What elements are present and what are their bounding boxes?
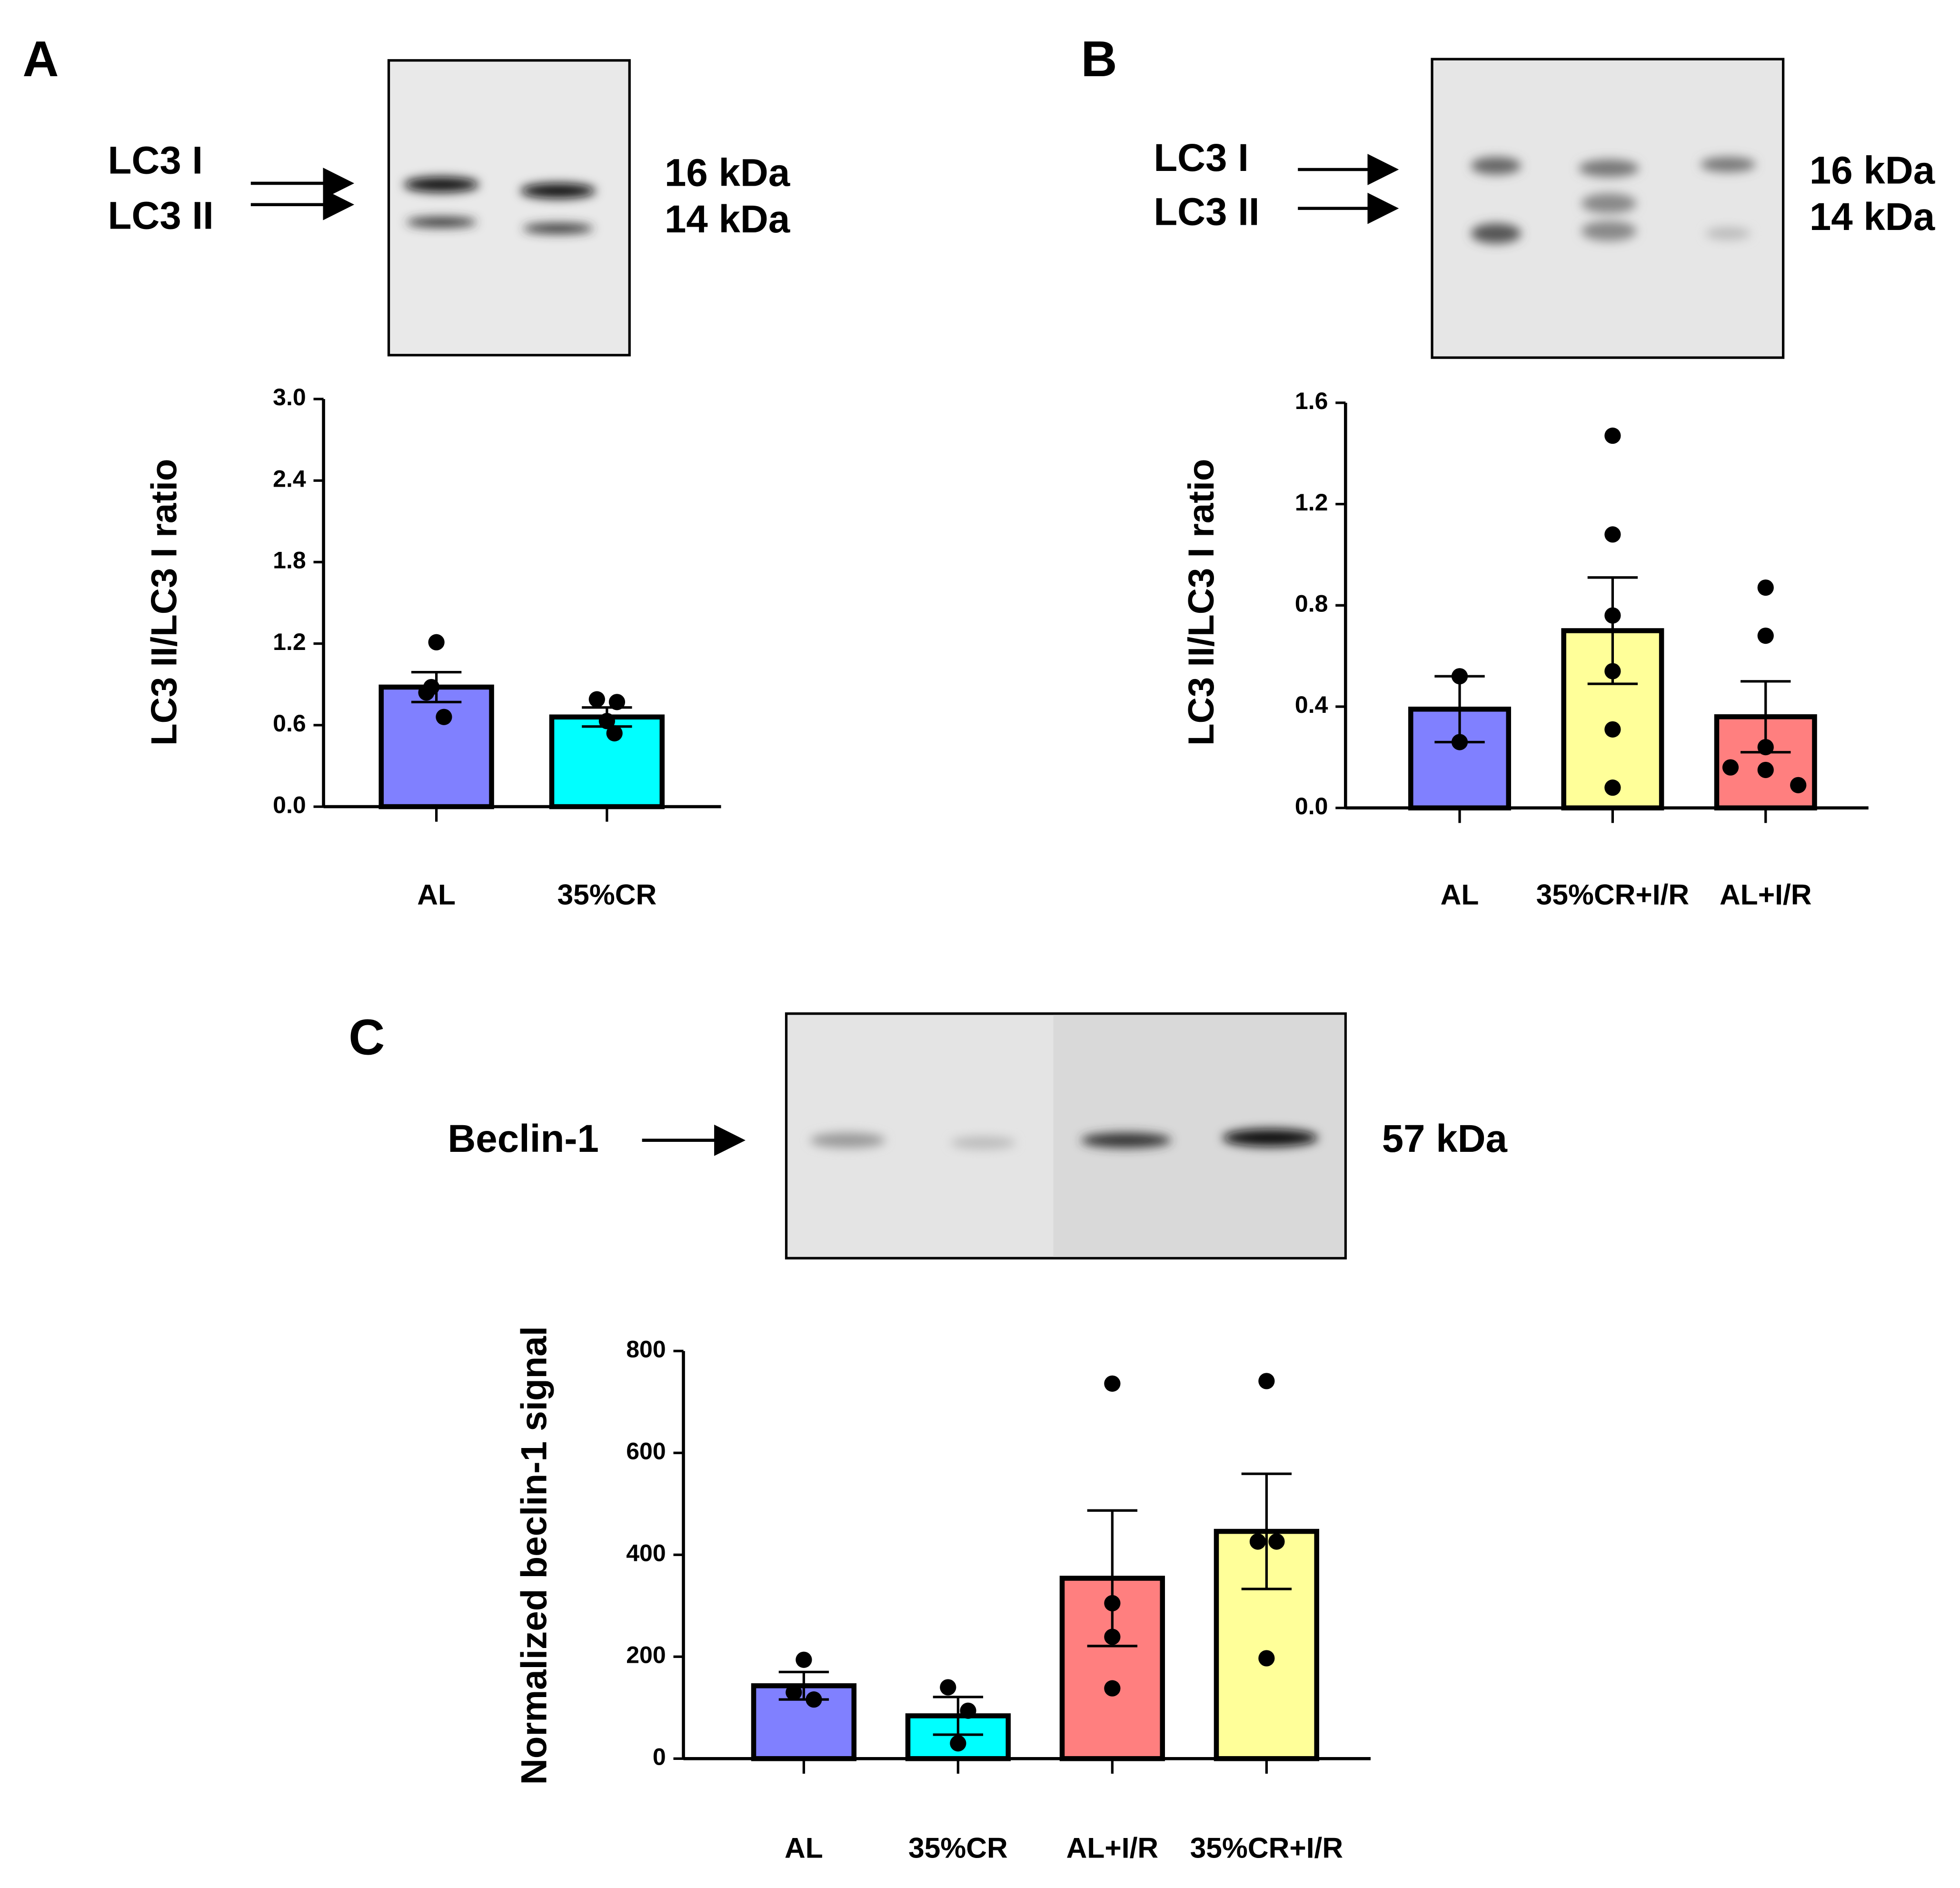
y-axis-label: LC3 II/LC3 I ratio bbox=[144, 459, 184, 746]
data-point bbox=[608, 694, 626, 710]
data-point bbox=[1249, 1533, 1266, 1550]
y-tick-label: 400 bbox=[626, 1539, 666, 1566]
y-tick-label: 0.4 bbox=[1295, 691, 1328, 718]
error-bar bbox=[1087, 1509, 1138, 1648]
data-point bbox=[806, 1691, 822, 1708]
y-tick-label: 1.6 bbox=[1295, 388, 1328, 414]
data-point bbox=[428, 634, 445, 650]
data-point bbox=[1757, 739, 1774, 756]
blot-label: LC3 II bbox=[108, 194, 214, 237]
y-axis-label: LC3 II/LC3 I ratio bbox=[1181, 459, 1222, 746]
blot-label: LC3 I bbox=[108, 139, 203, 182]
y-tick-label: 1.2 bbox=[273, 629, 306, 655]
blot-label: Beclin-1 bbox=[448, 1117, 599, 1160]
data-point bbox=[1604, 526, 1621, 543]
data-point bbox=[1604, 779, 1621, 796]
data-point bbox=[1104, 1595, 1121, 1612]
data-point bbox=[1604, 607, 1621, 624]
data-point bbox=[1104, 1680, 1121, 1697]
data-point bbox=[418, 684, 435, 701]
kda-label: 16 kDa bbox=[665, 151, 790, 195]
y-tick-label: 2.4 bbox=[273, 465, 306, 492]
bar bbox=[549, 714, 665, 809]
data-point bbox=[1104, 1375, 1121, 1392]
x-tick-label: AL bbox=[785, 1832, 823, 1864]
x-tick-label: 35%CR bbox=[908, 1832, 1008, 1864]
data-point bbox=[1451, 734, 1468, 750]
y-tick-label: 800 bbox=[626, 1336, 666, 1362]
blot-a bbox=[250, 59, 631, 357]
data-point bbox=[1258, 1373, 1275, 1389]
error-bar bbox=[1241, 1472, 1292, 1590]
data-point bbox=[1104, 1628, 1121, 1645]
y-tick-label: 3.0 bbox=[273, 384, 306, 410]
blot-b bbox=[1298, 58, 1785, 359]
blot-label: LC3 I bbox=[1154, 136, 1249, 180]
data-point bbox=[950, 1735, 966, 1752]
y-tick-label: 0.0 bbox=[1295, 793, 1328, 819]
blot-c bbox=[642, 1012, 1347, 1259]
blot-label: LC3 II bbox=[1154, 190, 1259, 233]
data-point bbox=[598, 713, 615, 729]
y-tick-label: 200 bbox=[626, 1642, 666, 1668]
data-point bbox=[1722, 759, 1739, 776]
data-point bbox=[1790, 777, 1807, 793]
kda-label: 16 kDa bbox=[1810, 149, 1935, 192]
error-bar bbox=[933, 1696, 984, 1736]
x-tick-label: 35%CR+I/R bbox=[1536, 879, 1690, 911]
data-point bbox=[1268, 1533, 1285, 1550]
y-tick-label: 600 bbox=[626, 1438, 666, 1464]
y-tick-label: 1.2 bbox=[1295, 489, 1328, 516]
data-point bbox=[1757, 627, 1774, 644]
x-tick-label: AL+I/R bbox=[1720, 879, 1812, 911]
data-point bbox=[606, 725, 623, 742]
data-point bbox=[1757, 579, 1774, 596]
y-tick-label: 1.8 bbox=[273, 547, 306, 574]
data-point bbox=[1604, 721, 1621, 738]
kda-label: 14 kDa bbox=[665, 198, 790, 241]
y-axis-label: Normalized beclin-1 signal bbox=[514, 1326, 555, 1785]
data-point bbox=[786, 1684, 802, 1701]
data-point bbox=[960, 1702, 976, 1719]
data-point bbox=[1757, 761, 1774, 779]
y-tick-label: 0.6 bbox=[273, 710, 306, 737]
panel-label: B bbox=[1081, 31, 1117, 87]
data-point bbox=[1451, 668, 1468, 685]
data-point bbox=[436, 709, 452, 725]
data-point bbox=[796, 1651, 812, 1668]
data-point bbox=[940, 1679, 956, 1696]
y-tick-label: 0.8 bbox=[1295, 590, 1328, 617]
bar bbox=[378, 684, 494, 809]
x-tick-label: 35%CR bbox=[557, 879, 657, 911]
x-tick-label: AL bbox=[1441, 879, 1479, 911]
data-point bbox=[1604, 427, 1621, 444]
y-tick-label: 0.0 bbox=[273, 791, 306, 818]
data-point bbox=[1604, 663, 1621, 679]
data-point bbox=[588, 691, 605, 708]
panel-label: C bbox=[348, 1009, 385, 1065]
panel-label: A bbox=[22, 31, 59, 87]
kda-label: 14 kDa bbox=[1810, 195, 1935, 239]
data-point bbox=[1258, 1650, 1275, 1667]
x-tick-label: AL bbox=[417, 879, 456, 911]
kda-label: 57 kDa bbox=[1382, 1117, 1508, 1160]
y-tick-label: 0 bbox=[653, 1744, 666, 1770]
x-tick-label: 35%CR+I/R bbox=[1190, 1832, 1343, 1864]
x-tick-label: AL+I/R bbox=[1066, 1832, 1159, 1864]
